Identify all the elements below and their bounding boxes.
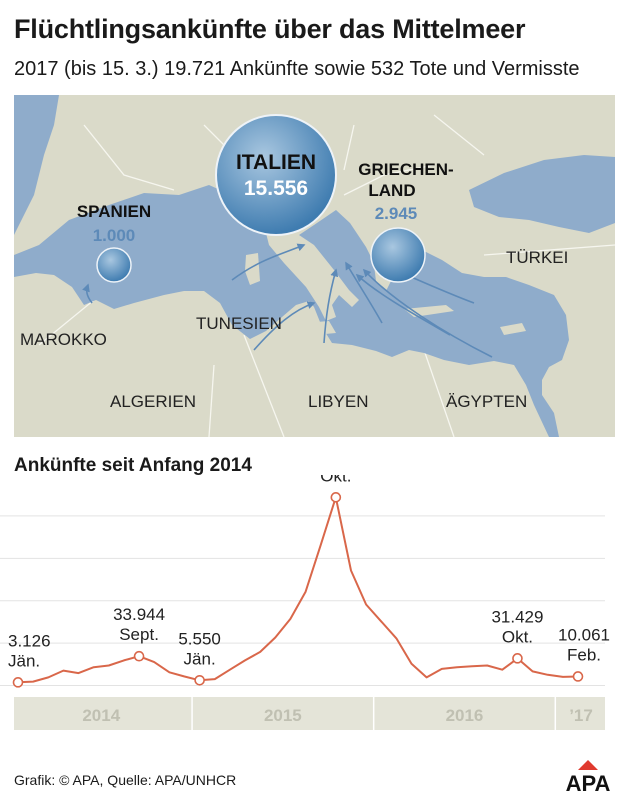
year-label-3: ’17 [569, 706, 593, 725]
page-subtitle: 2017 (bis 15. 3.) 19.721 Ankünfte sowie … [14, 58, 580, 80]
annotation-value-0: 3.126 [8, 631, 51, 650]
year-band [14, 697, 605, 730]
greece-bubble [370, 227, 426, 283]
italy-bubble [215, 114, 337, 236]
data-point-5 [572, 671, 584, 682]
annotation-label-4: Okt. [502, 627, 533, 646]
mediterranean-map: MAROKKO TUNESIEN ALGERIEN LIBYEN ÄGYPTEN… [14, 95, 615, 437]
cyprus [500, 323, 526, 335]
year-label-0: 2014 [82, 706, 120, 725]
sicily [304, 321, 336, 335]
data-point-0 [12, 677, 24, 688]
atlantic [14, 95, 59, 235]
annotation-value-5: 10.061 [558, 625, 610, 644]
label-aegypten: ÄGYPTEN [446, 392, 527, 411]
data-point-4 [512, 653, 523, 664]
page-title: Flüchtlingsankünfte über das Mittelmeer [14, 14, 526, 44]
sardinia [245, 253, 260, 285]
label-libyen: LIBYEN [308, 392, 368, 411]
italy-land [264, 220, 359, 321]
spain-name: SPANIEN [77, 202, 151, 221]
country-borders [38, 114, 615, 437]
label-algerien: ALGERIEN [110, 392, 196, 411]
black-sea [469, 155, 615, 233]
label-marokko: MAROKKO [20, 330, 107, 349]
apa-logo-text: APA [566, 771, 611, 794]
annotation-value-1: 33.944 [113, 605, 165, 624]
spain-bubble [96, 247, 132, 283]
source-credit: Grafik: © APA, Quelle: APA/UNHCR [14, 772, 237, 788]
migration-arrows [82, 243, 493, 358]
greece-value: 2.945 [375, 204, 418, 223]
label-tunesien: TUNESIEN [196, 314, 282, 333]
series-line [17, 496, 579, 684]
data-point-1 [133, 650, 145, 662]
year-label-2: 2016 [446, 706, 484, 725]
chart-title: Ankünfte seit Anfang 2014 [14, 455, 252, 476]
annotation-label-2: Jän. [184, 649, 216, 668]
data-point-3 [330, 492, 342, 503]
annotation-label-3: Okt. [320, 475, 351, 485]
annotation-label-0: Jän. [8, 651, 40, 670]
data-point-2 [194, 674, 205, 686]
italy-name: ITALIEN [236, 151, 316, 174]
label-tuerkei: TÜRKEI [506, 248, 568, 267]
year-label-1: 2015 [264, 706, 302, 725]
annotation-label-1: Sept. [119, 625, 159, 644]
annotation-value-4: 31.429 [491, 607, 543, 626]
mediterranean-sea [14, 185, 569, 437]
greece-name-1: GRIECHEN- [358, 160, 453, 179]
annotation-value-2: 5.550 [178, 629, 221, 648]
italy-value: 15.556 [244, 177, 308, 200]
greece-name-2: LAND [368, 181, 415, 200]
apa-logo: APA [566, 760, 611, 794]
spain-value: 1.000 [93, 226, 136, 245]
annotation-label-5: Feb. [567, 645, 601, 664]
